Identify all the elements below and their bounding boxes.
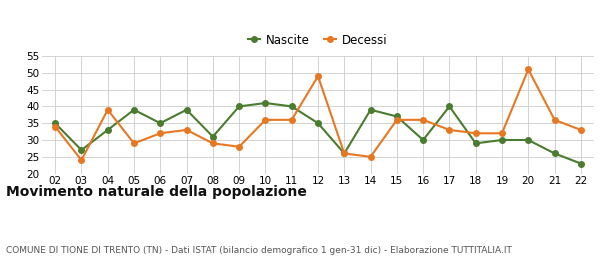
Nascite	[472, 142, 479, 145]
Decessi	[393, 118, 400, 122]
Decessi	[446, 128, 453, 132]
Decessi	[314, 74, 322, 78]
Decessi	[157, 132, 164, 135]
Decessi	[367, 155, 374, 158]
Decessi	[236, 145, 243, 148]
Nascite	[419, 138, 427, 142]
Decessi	[341, 152, 348, 155]
Decessi	[419, 118, 427, 122]
Decessi	[209, 142, 217, 145]
Nascite	[524, 138, 532, 142]
Nascite	[209, 135, 217, 138]
Nascite	[341, 152, 348, 155]
Decessi	[577, 128, 584, 132]
Nascite	[183, 108, 190, 111]
Nascite	[288, 105, 295, 108]
Decessi	[104, 108, 112, 111]
Nascite	[367, 108, 374, 111]
Decessi	[183, 128, 190, 132]
Nascite	[314, 122, 322, 125]
Line: Decessi: Decessi	[52, 67, 584, 163]
Decessi	[551, 118, 558, 122]
Text: COMUNE DI TIONE DI TRENTO (TN) - Dati ISTAT (bilancio demografico 1 gen-31 dic) : COMUNE DI TIONE DI TRENTO (TN) - Dati IS…	[6, 246, 512, 255]
Nascite	[551, 152, 558, 155]
Nascite	[446, 105, 453, 108]
Nascite	[577, 162, 584, 165]
Nascite	[393, 115, 400, 118]
Nascite	[236, 105, 243, 108]
Decessi	[262, 118, 269, 122]
Decessi	[288, 118, 295, 122]
Decessi	[524, 68, 532, 71]
Decessi	[130, 142, 137, 145]
Nascite	[104, 128, 112, 132]
Nascite	[262, 101, 269, 105]
Line: Nascite: Nascite	[52, 100, 584, 166]
Nascite	[78, 148, 85, 152]
Nascite	[499, 138, 506, 142]
Nascite	[157, 122, 164, 125]
Decessi	[472, 132, 479, 135]
Nascite	[52, 122, 59, 125]
Legend: Nascite, Decessi: Nascite, Decessi	[244, 29, 392, 52]
Decessi	[78, 158, 85, 162]
Decessi	[52, 125, 59, 128]
Decessi	[499, 132, 506, 135]
Text: Movimento naturale della popolazione: Movimento naturale della popolazione	[6, 185, 307, 199]
Nascite	[130, 108, 137, 111]
